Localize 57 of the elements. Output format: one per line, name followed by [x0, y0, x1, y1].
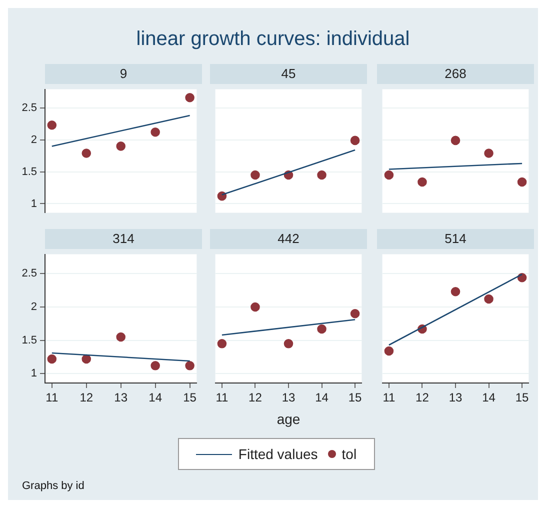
point — [185, 92, 194, 102]
point — [484, 148, 494, 158]
legend-label: Fitted values — [238, 446, 318, 462]
x-tick-label: 11 — [46, 390, 58, 405]
x-tick-label: 12 — [248, 390, 262, 405]
point — [47, 354, 57, 364]
x-tick-label: 12 — [416, 390, 430, 405]
y-tick-label: 2.5 — [22, 268, 37, 280]
x-tick-label: 13 — [114, 390, 128, 405]
x-tick-label: 13 — [282, 390, 296, 405]
x-tick-label: 11 — [216, 390, 229, 405]
point — [116, 332, 126, 342]
point — [82, 354, 92, 364]
chart-title: 268 — [377, 64, 534, 84]
y-tick-label: 2.5 — [22, 102, 37, 114]
point — [150, 361, 160, 370]
y-tick-label: 1.5 — [22, 166, 37, 178]
point — [217, 339, 227, 348]
point — [384, 346, 394, 356]
point — [317, 324, 326, 334]
x-tick-label: 12 — [80, 390, 94, 405]
point — [517, 177, 527, 187]
point — [185, 361, 194, 370]
chart-title: 514 — [377, 229, 534, 249]
point — [82, 148, 92, 158]
x-axis-title: age — [276, 411, 302, 427]
chart-title: 314 — [45, 229, 202, 249]
x-tick-label: 15 — [348, 390, 362, 405]
text: Graphs by id — [22, 480, 84, 492]
point — [250, 302, 260, 312]
point — [484, 294, 494, 304]
point — [350, 309, 360, 318]
chart-title: 442 — [210, 229, 367, 249]
chart-title: 45 — [210, 64, 367, 84]
x-tick-label: 14 — [482, 390, 496, 405]
y-tick-label: 2 — [30, 134, 37, 146]
point — [284, 339, 294, 348]
point — [150, 127, 160, 137]
point — [418, 177, 427, 187]
x-tick-label: 14 — [148, 390, 162, 405]
point — [450, 136, 460, 146]
y-tick-label: 1.5 — [22, 334, 37, 346]
x-tick-label: 14 — [315, 390, 329, 405]
y-tick-label: 1 — [30, 198, 37, 210]
text: linear growth curves: individual — [135, 28, 411, 51]
chart-title: 9 — [45, 64, 202, 84]
y-tick-label: 2 — [30, 301, 37, 314]
point — [116, 142, 126, 151]
point — [384, 170, 394, 180]
point — [450, 286, 460, 296]
y-tick-label: 1 — [30, 368, 37, 380]
x-tick-label: 13 — [448, 390, 462, 405]
x-tick-label: 11 — [382, 390, 396, 405]
x-tick-label: 15 — [515, 390, 530, 405]
legend-label: tol — [342, 446, 357, 462]
x-tick-label: 15 — [183, 390, 197, 405]
point — [47, 120, 57, 130]
